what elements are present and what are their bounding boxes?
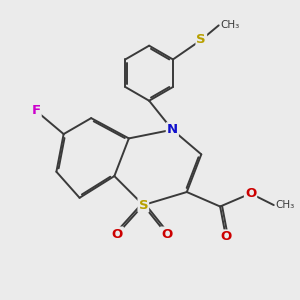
Text: O: O	[112, 227, 123, 241]
Text: O: O	[161, 227, 172, 241]
Text: O: O	[245, 187, 256, 200]
Text: CH₃: CH₃	[220, 20, 239, 30]
Text: F: F	[32, 104, 41, 117]
Text: S: S	[139, 199, 148, 212]
Text: CH₃: CH₃	[275, 200, 294, 210]
Text: S: S	[196, 33, 206, 46]
Text: N: N	[167, 123, 178, 136]
Text: O: O	[220, 230, 232, 243]
